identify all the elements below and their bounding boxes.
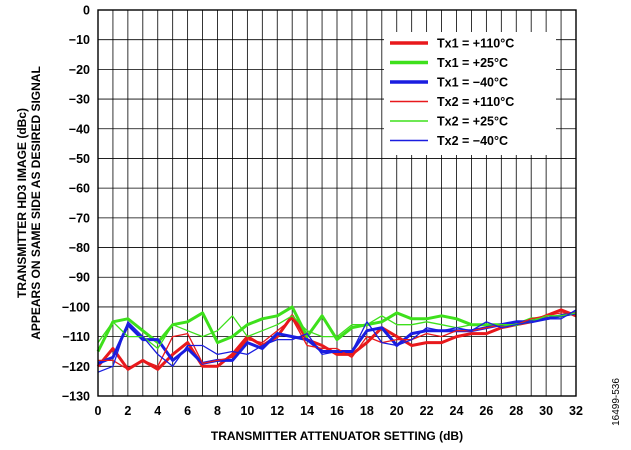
series-layer — [96, 305, 577, 373]
y-tick-label: −80 — [69, 241, 90, 255]
x-tick-label: 0 — [95, 404, 102, 418]
x-axis-title: TRANSMITTER ATTENUATOR SETTING (dB) — [211, 429, 463, 443]
y-tick-label: −120 — [62, 360, 90, 374]
legend-background — [384, 32, 556, 155]
series-line-6 — [97, 309, 577, 373]
x-tick-label: 16 — [330, 404, 344, 418]
x-tick-label: 28 — [509, 404, 523, 418]
x-axis-tick-labels: 0 2 4 6 8 10 12 14 16 18 20 22 24 26 28 30 32 — [95, 404, 583, 418]
y-tick-label: −40 — [69, 122, 90, 136]
y-axis-tick-labels: 0 −10 −20 −30 −40 −50 −60 −70 −80 −90 −100 −110 −120… — [62, 4, 90, 404]
y-axis-title-line-2: APPEARS ON SAME SIDE AS DESIRED SIGNAL — [29, 66, 43, 340]
x-tick-label: 12 — [270, 404, 284, 418]
x-tick-label: 8 — [214, 404, 221, 418]
y-tick-label: −90 — [69, 271, 90, 285]
y-tick-label: −30 — [69, 93, 90, 107]
x-tick-label: 6 — [184, 404, 191, 418]
x-tick-label: 24 — [450, 404, 464, 418]
series-line-5 — [97, 312, 577, 350]
x-tick-label: 30 — [539, 404, 553, 418]
series-line-1 — [96, 308, 577, 371]
y-tick-label: 0 — [83, 4, 90, 18]
y-tick-label: −70 — [69, 211, 90, 225]
y-tick-label: −110 — [63, 330, 91, 344]
x-tick-label: 14 — [300, 404, 314, 418]
x-tick-label: 10 — [240, 404, 254, 418]
y-tick-label: −130 — [62, 390, 90, 404]
legend-label: Tx2 = −40°C — [437, 134, 508, 148]
legend: Tx1 = +110°C Tx1 = +25°C Tx1 = −40°C Tx2 = … — [384, 32, 556, 155]
x-tick-label: 4 — [154, 404, 161, 418]
legend-label: Tx2 = +110°C — [437, 95, 514, 109]
y-tick-label: −10 — [69, 33, 90, 47]
figure-id: 16499-536 — [611, 378, 622, 426]
y-tick-label: −60 — [69, 182, 90, 196]
legend-label: Tx2 = +25°C — [437, 115, 508, 129]
y-axis-title-line-1: TRANSMITTER HD3 IMAGE (dBc) — [15, 108, 29, 298]
x-tick-label: 26 — [479, 404, 493, 418]
legend-label: Tx1 = −40°C — [437, 76, 508, 90]
x-tick-label: 20 — [390, 404, 404, 418]
y-tick-label: −100 — [62, 300, 90, 314]
x-tick-label: 22 — [420, 404, 434, 418]
legend-label: Tx1 = +110°C — [437, 37, 514, 51]
y-axis-title: TRANSMITTER HD3 IMAGE (dBc) APPEARS ON S… — [15, 66, 43, 340]
y-tick-label: −50 — [69, 152, 90, 166]
legend-label: Tx1 = +25°C — [437, 56, 508, 70]
y-tick-label: −20 — [69, 63, 90, 77]
x-tick-label: 18 — [360, 404, 374, 418]
x-tick-label: 32 — [569, 404, 583, 418]
plot-frame — [97, 9, 577, 397]
x-tick-label: 2 — [124, 404, 131, 418]
